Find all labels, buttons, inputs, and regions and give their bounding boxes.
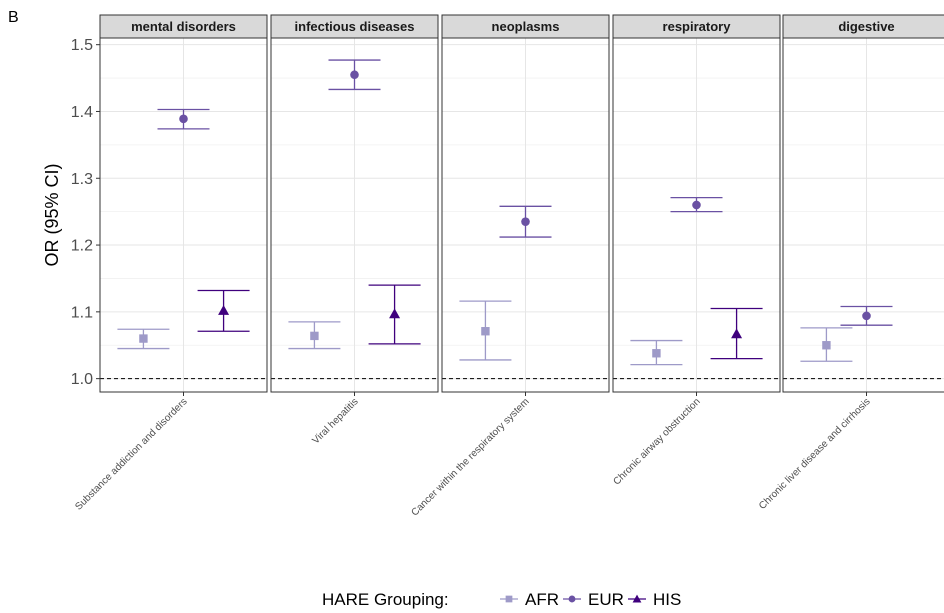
facet-panel: mental disorders Substance addiction and …: [73, 14, 268, 513]
legend-label-eur: EUR: [588, 590, 624, 609]
y-axis-title: OR (95% CI): [42, 163, 62, 266]
facet-strip-label: respiratory: [663, 19, 732, 34]
facet-panel: digestive Chronic liver disease and cirrh…: [757, 14, 944, 512]
legend-label-his: HIS: [653, 590, 681, 609]
facet-panel: neoplasms Cancer within the respiratory s…: [409, 14, 610, 518]
y-tick-label: 1.0: [71, 371, 93, 388]
y-tick-label: 1.3: [71, 171, 93, 188]
y-tick-label: 1.1: [71, 304, 93, 321]
legend: AFR EUR HIS: [500, 590, 681, 609]
facet-strip-label: infectious diseases: [295, 19, 415, 34]
point-his: [731, 328, 743, 339]
facet-strip-label: digestive: [838, 19, 894, 34]
legend-label-afr: AFR: [525, 590, 559, 609]
point-eur: [350, 70, 359, 80]
y-tick-label: 1.2: [71, 238, 93, 255]
facet-strip-label: neoplasms: [492, 19, 560, 34]
x-category-label: Chronic liver disease and cirrhosis: [757, 396, 872, 511]
point-afr: [822, 341, 831, 350]
point-eur: [179, 114, 188, 124]
legend-key-his: [632, 594, 642, 603]
panel-letter: B: [8, 9, 19, 26]
point-afr: [652, 349, 661, 358]
x-category-label: Chronic airway obstruction: [612, 396, 703, 487]
point-eur: [521, 217, 530, 226]
panel-border: [782, 37, 944, 393]
facet-strip-label: mental disorders: [131, 19, 236, 34]
x-category-label: Substance addiction and disorders: [73, 396, 189, 512]
point-eur: [692, 200, 701, 210]
x-category-label: Viral hepatitis: [311, 396, 361, 446]
facet-panel: respiratory Chronic airway obstruction: [612, 14, 781, 487]
x-category-label: Cancer within the respiratory system: [409, 396, 531, 518]
y-tick-label: 1.5: [71, 37, 93, 54]
legend-title: HARE Grouping:: [322, 590, 449, 609]
point-afr: [481, 327, 490, 336]
facet-panel: infectious diseases Viral hepatitis: [270, 14, 439, 446]
point-his: [218, 305, 230, 315]
point-his: [389, 308, 401, 319]
legend-key-eur: [568, 595, 576, 603]
point-afr: [310, 331, 319, 341]
point-afr: [139, 334, 148, 343]
y-tick-label: 1.4: [71, 104, 93, 121]
legend-key-afr: [505, 595, 513, 603]
point-eur: [862, 311, 871, 321]
